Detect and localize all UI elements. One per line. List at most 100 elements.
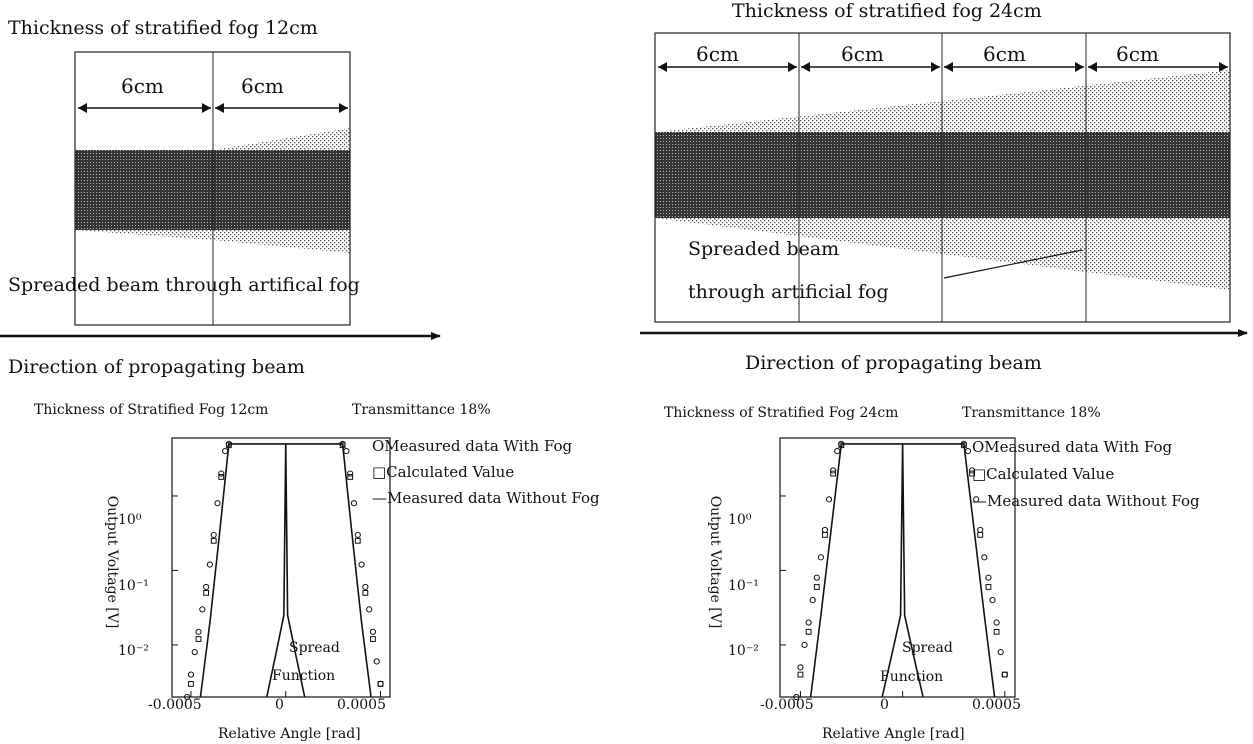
measured-data-with-fog-point [817,554,824,561]
calculated-value-point [993,628,1000,635]
measured-data-with-fog-point [825,496,833,503]
right-xtick-2: 0 [880,697,889,713]
right-annotation-pointer [943,249,1083,279]
measured-data-with-fog-point [369,628,377,635]
measured-data-with-fog-point [362,583,369,591]
calculated-value-point [347,474,354,480]
measured-data-with-fog-point [210,531,217,539]
calculated-value-point [969,470,975,477]
right-segment-label-1: 6cm [696,42,739,66]
measured-data-with-fog-point [809,596,816,604]
calculated-value-point [985,584,992,590]
measured-data-with-fog-point [347,470,354,477]
right-ytick-1: 10⁰ [728,512,752,528]
spread-function-line [265,443,306,698]
left-annotation-spread: Spread [289,640,340,656]
measured-data-with-fog-point [981,554,988,561]
calculated-value-point [1001,671,1008,678]
right-plot-transmittance: Transmittance 18% [962,405,1101,421]
left-xtick-1: -0.0005 [148,697,202,713]
calculated-value-point [813,584,820,590]
plot-frame [779,437,1016,698]
right-segment-label-4: 6cm [1116,42,1159,66]
calculated-value-point [822,532,828,538]
right-xtick-1: -0.0005 [760,697,814,713]
measured-data-with-fog-point [184,693,191,701]
left-segment-label-2: 6cm [241,74,284,98]
measured-data-with-fog-point [793,693,800,701]
left-beam-spread-lower [75,230,350,253]
calculated-value-point [370,636,376,642]
left-direction-label: Direction of propagating beam [8,356,305,378]
left-xlabel: Relative Angle [rad] [218,726,361,742]
measured-data-with-fog-point [985,574,992,581]
right-beam-annotation-line-1: Spreaded beam [688,238,840,260]
measured-data-with-fog-point [973,496,980,503]
left-diagram-title: Thickness of stratified fog 12cm [8,17,318,39]
measured-data-with-fog-point [354,531,361,539]
measured-data-with-fog-point [191,649,198,656]
left-plot [171,437,391,701]
measured-data-with-fog-point [797,664,804,671]
right-annotation-function: Function [880,669,944,685]
measured-data-with-fog-point [221,448,229,455]
left-legend-no-fog: —Measured data Without Fog [372,489,600,507]
calculated-value-point [195,636,202,642]
measured-data-with-fog-point [203,583,210,591]
measured-data-with-fog-point [195,628,202,635]
measured-data-with-fog-point [343,448,350,455]
measured-data-with-fog-point [373,658,380,665]
spread-function-line [881,443,924,698]
right-segment-label-3: 6cm [983,42,1026,66]
right-legend-measured-fog: OMeasured data With Fog [972,438,1173,456]
calculated-value-point [354,537,361,544]
right-xlabel: Relative Angle [rad] [822,726,965,742]
measured-data-with-fog-point [1001,671,1008,678]
left-segment-label-1: 6cm [121,74,164,98]
calculated-value-point [188,680,194,687]
left-annotation-function: Function [272,668,336,684]
calculated-value-point [797,671,804,678]
left-ytick-2: 10⁻¹ [118,578,149,594]
right-ytick-2: 10⁻¹ [728,578,759,594]
measured-data-with-fog-point [830,467,837,474]
measured-data-with-fog-point [964,448,972,455]
plot-frame [171,437,391,698]
measured-data-with-fog-point [366,606,373,613]
right-legend-no-fog: —Measured data Without Fog [972,492,1200,510]
measured-data-with-fog-point [214,500,221,507]
right-plot [779,437,1016,701]
measured-data-with-fog-point [206,561,214,568]
left-ytick-1: 10⁰ [118,512,142,528]
calculated-value-point [362,589,369,596]
left-beam-spread-upper [75,128,350,150]
measured-data-with-fog-point [218,470,225,477]
calculated-value-point [805,628,812,635]
measured-data-with-fog-point [801,641,808,649]
right-legend-calculated: □Calculated Value [972,465,1115,483]
measured-data-with-fog-point [834,448,841,455]
left-fog-diagram [0,51,441,340]
left-legend-measured-fog: OMeasured data With Fog [372,437,573,455]
measured-data-with-fog-point [977,526,984,534]
left-beam-annotation: Spreaded beam through artifical fog [8,274,360,296]
calculated-value-point [977,532,984,538]
left-ytick-3: 10⁻² [118,643,149,659]
measured-data-with-fog-point [989,596,996,604]
left-xtick-3: 0.0005 [337,697,386,713]
measured-data-with-fog-point [358,561,365,568]
calculated-value-point [210,537,217,544]
measured-data-with-fog-point [997,649,1004,656]
right-direction-label: Direction of propagating beam [745,352,1042,374]
left-legend-calculated: □Calculated Value [372,463,515,481]
calculated-value-point [218,474,225,480]
calculated-value-point [203,589,210,596]
left-plot-transmittance: Transmittance 18% [352,402,491,418]
right-annotation-spread: Spread [902,640,953,656]
measured-data-with-fog-point [993,619,1000,626]
measured-data-with-fog-point [968,467,976,474]
right-fog-diagram [640,32,1248,337]
right-diagram-title: Thickness of stratified fog 24cm [732,0,1042,22]
calculated-value-point [830,470,837,477]
